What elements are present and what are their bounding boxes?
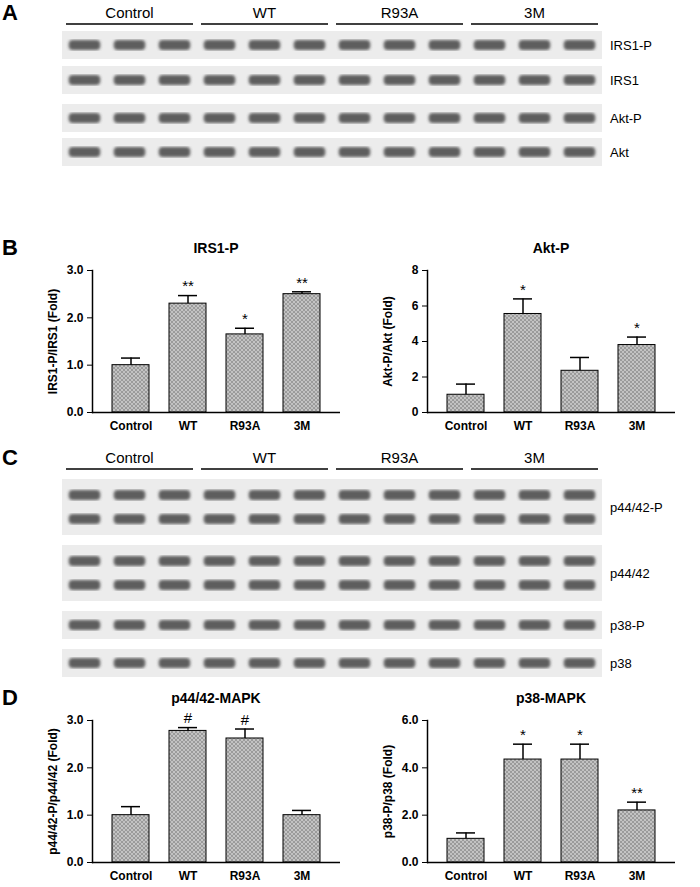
svg-text:3M: 3M — [524, 4, 545, 21]
svg-text:*: * — [634, 319, 640, 336]
svg-text:R93A: R93A — [381, 4, 419, 21]
svg-text:0.0: 0.0 — [67, 405, 84, 419]
html-text:p44/42-MAPK: p44/42-MAPK — [171, 690, 261, 706]
svg-text:**: ** — [296, 274, 308, 291]
svg-text:p44/42-P/p44/42 (Fold): p44/42-P/p44/42 (Fold) — [46, 728, 60, 855]
svg-text:R93A: R93A — [230, 869, 261, 883]
svg-text:WT: WT — [253, 449, 276, 466]
svg-text:WT: WT — [179, 869, 198, 883]
svg-text:**: ** — [182, 277, 194, 294]
svg-text:2: 2 — [412, 370, 419, 384]
svg-text:3.0: 3.0 — [67, 713, 84, 727]
html-text:Akt-P: Akt-P — [532, 240, 570, 256]
svg-text:WT: WT — [514, 869, 533, 883]
svg-text:1.0: 1.0 — [67, 358, 84, 372]
svg-text:R93A: R93A — [565, 869, 596, 883]
html-text:C: C — [2, 445, 18, 470]
svg-text:*: * — [242, 310, 248, 327]
svg-text:Control: Control — [445, 419, 488, 433]
html-text:IRS1-P: IRS1-P — [193, 240, 239, 256]
svg-text:Control: Control — [110, 419, 153, 433]
svg-text:p44/42: p44/42 — [610, 566, 650, 581]
svg-text:#: # — [184, 709, 193, 726]
svg-text:Akt-P/Akt (Fold): Akt-P/Akt (Fold) — [381, 296, 395, 387]
svg-text:4: 4 — [412, 334, 419, 348]
svg-text:0.0: 0.0 — [67, 855, 84, 869]
svg-text:2.0: 2.0 — [402, 808, 419, 822]
svg-text:p38-P: p38-P — [610, 618, 645, 633]
svg-text:3M: 3M — [524, 449, 545, 466]
html-text:B: B — [2, 235, 18, 260]
svg-text:2.0: 2.0 — [67, 761, 84, 775]
svg-text:*: * — [577, 726, 583, 743]
svg-text:IRS1-P: IRS1-P — [610, 38, 652, 53]
svg-text:**: ** — [631, 784, 643, 801]
svg-text:Control: Control — [105, 449, 153, 466]
svg-text:8: 8 — [412, 263, 419, 277]
html-text:p38-MAPK: p38-MAPK — [516, 690, 586, 706]
svg-text:Akt: Akt — [610, 145, 629, 160]
svg-text:Control: Control — [110, 869, 153, 883]
svg-text:R93A: R93A — [381, 449, 419, 466]
svg-text:3.0: 3.0 — [67, 263, 84, 277]
svg-text:3M: 3M — [629, 869, 646, 883]
html-text:A: A — [2, 0, 18, 25]
svg-text:6: 6 — [412, 299, 419, 313]
svg-text:3M: 3M — [294, 869, 311, 883]
html-text:D: D — [2, 685, 18, 710]
svg-text:1.0: 1.0 — [67, 808, 84, 822]
svg-text:R93A: R93A — [565, 419, 596, 433]
svg-text:2.0: 2.0 — [67, 311, 84, 325]
svg-text:WT: WT — [253, 4, 276, 21]
svg-text:#: # — [241, 711, 250, 728]
svg-text:0: 0 — [412, 405, 419, 419]
svg-text:p38: p38 — [610, 656, 632, 671]
svg-text:3M: 3M — [629, 419, 646, 433]
svg-text:6.0: 6.0 — [402, 713, 419, 727]
svg-text:IRS1-P/IRS1 (Fold): IRS1-P/IRS1 (Fold) — [46, 289, 60, 394]
svg-text:0.0: 0.0 — [402, 855, 419, 869]
svg-text:*: * — [520, 726, 526, 743]
svg-text:p44/42-P: p44/42-P — [610, 500, 663, 515]
svg-text:4.0: 4.0 — [402, 761, 419, 775]
svg-text:Akt-P: Akt-P — [610, 111, 642, 126]
svg-text:Control: Control — [105, 4, 153, 21]
svg-text:p38-P/p38 (Fold): p38-P/p38 (Fold) — [381, 745, 395, 838]
svg-text:R93A: R93A — [230, 419, 261, 433]
svg-text:WT: WT — [179, 419, 198, 433]
svg-text:WT: WT — [514, 419, 533, 433]
svg-text:*: * — [520, 281, 526, 298]
svg-text:Control: Control — [445, 869, 488, 883]
svg-text:IRS1: IRS1 — [610, 73, 639, 88]
svg-text:3M: 3M — [294, 419, 311, 433]
